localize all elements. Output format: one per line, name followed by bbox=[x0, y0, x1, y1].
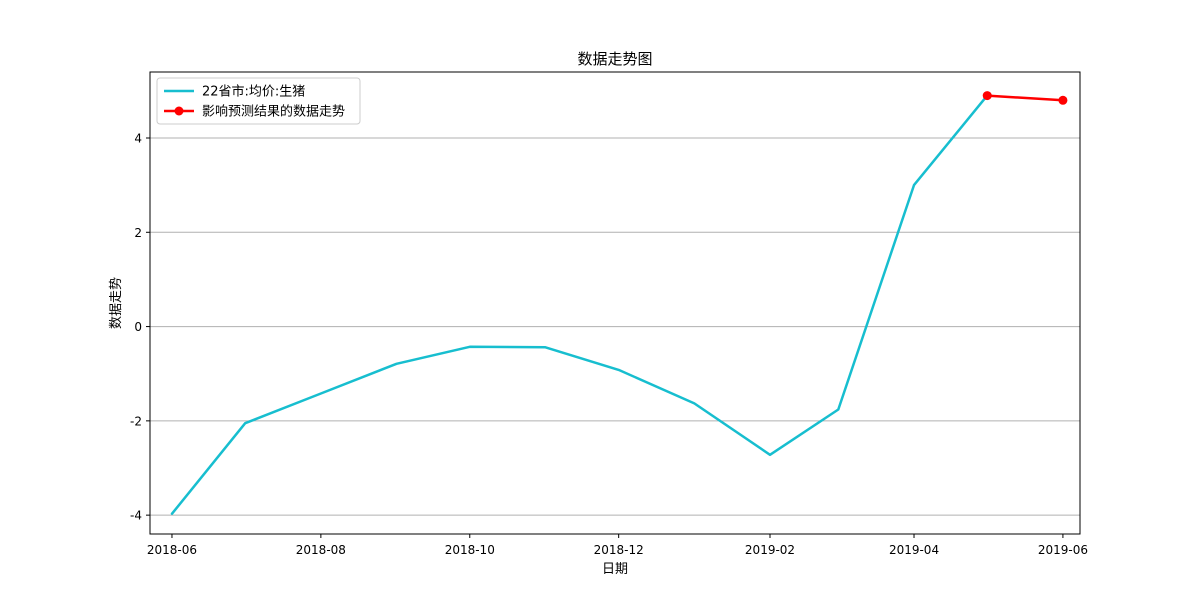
axis-ticks: -4 -2 0 2 4 2018-06 2018-08 2018-10 2018-12 2019-… bbox=[130, 132, 1088, 558]
x-tick-label: 2019-06 bbox=[1038, 543, 1088, 557]
legend-box bbox=[156, 77, 361, 125]
y-tick-label: 4 bbox=[134, 132, 142, 146]
y-tick-label: 2 bbox=[134, 226, 142, 240]
y-tick-label: -2 bbox=[130, 414, 142, 428]
x-tick-label: 2018-06 bbox=[147, 543, 197, 557]
x-tick-label: 2019-02 bbox=[745, 543, 795, 557]
x-tick-label: 2018-12 bbox=[594, 543, 644, 557]
y-tick-label: -4 bbox=[130, 509, 142, 523]
series-line-0 bbox=[170, 94, 989, 515]
x-axis-label: 日期 bbox=[602, 562, 628, 577]
x-tick-label: 2019-04 bbox=[889, 543, 939, 557]
y-tick-label: 0 bbox=[134, 320, 142, 334]
series-point-1 bbox=[1058, 95, 1068, 105]
series-point-1 bbox=[982, 91, 992, 101]
x-tick-label: 2018-10 bbox=[445, 543, 495, 557]
legend-marker-series-1 bbox=[174, 106, 184, 116]
series-lines bbox=[170, 91, 1068, 515]
chart-title: 数据走势图 bbox=[577, 50, 652, 68]
legend: 22省市:均价:生猪 影响预测结果的数据走势 bbox=[156, 77, 361, 125]
legend-label-series-1: 影响预测结果的数据走势 bbox=[202, 104, 345, 120]
y-axis-label: 数据走势 bbox=[108, 277, 124, 329]
gridlines bbox=[150, 137, 1080, 516]
plot-area-frame bbox=[149, 71, 1081, 535]
legend-label-series-0: 22省市:均价:生猪 bbox=[202, 84, 305, 100]
x-tick-label: 2018-08 bbox=[296, 543, 346, 557]
series-line-1 bbox=[985, 94, 1065, 102]
